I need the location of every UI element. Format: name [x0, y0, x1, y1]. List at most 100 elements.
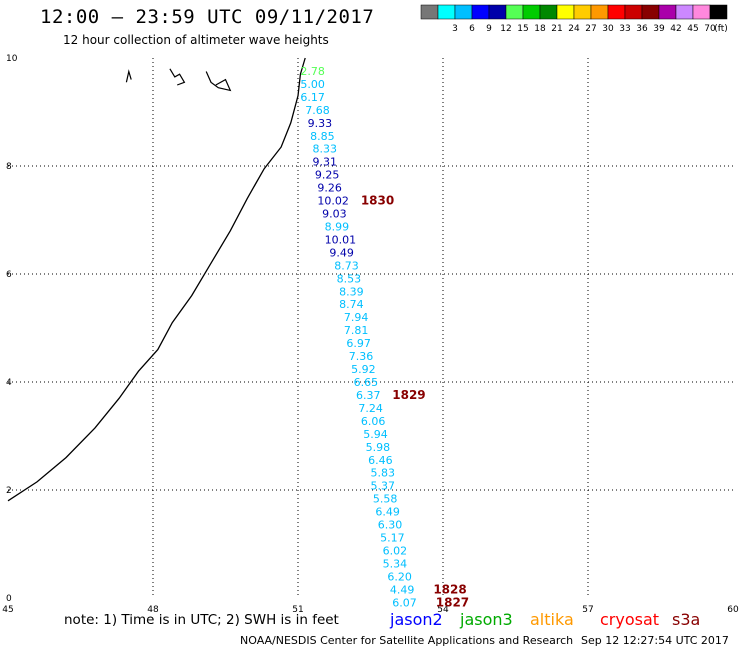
wave-height-label: 6.20 [387, 570, 412, 583]
wave-height-label: 6.02 [383, 544, 408, 557]
lon-tick-label: 48 [147, 605, 159, 615]
legend-label: 6 [469, 24, 475, 34]
wave-height-label: 6.07 [392, 596, 417, 609]
wave-height-label: 7.94 [344, 311, 369, 324]
wave-height-label: 7.81 [344, 324, 369, 337]
legend-label: 12 [500, 24, 511, 34]
legend-swatch [556, 4, 575, 20]
coastline-path [7, 57, 306, 502]
wave-height-label: 9.49 [329, 246, 354, 259]
lon-tick-label: 57 [582, 605, 593, 615]
legend-label: 21 [551, 24, 562, 34]
legend-swatch [675, 4, 694, 20]
lat-tick-label: 6 [6, 270, 12, 280]
wave-height-label: 8.33 [313, 143, 338, 156]
wave-height-label: 5.58 [373, 493, 398, 506]
legend-label: 27 [585, 24, 596, 34]
island-outline [205, 71, 232, 92]
lon-tick-label: 60 [727, 605, 739, 615]
wave-height-label: 5.17 [380, 532, 405, 545]
legend-swatch [471, 4, 490, 20]
legend-swatch [522, 4, 541, 20]
wave-height-label: 5.00 [300, 78, 325, 91]
wave-height-label: 4.49 [390, 583, 415, 596]
legend-swatch [488, 4, 507, 20]
wave-height-label: 6.17 [300, 91, 325, 104]
legend-label: 42 [670, 24, 681, 34]
legend-label: 70 [704, 24, 716, 34]
wave-height-label: 2.78 [300, 65, 325, 78]
lat-tick-label: 0 [6, 594, 12, 604]
legend-label: 24 [568, 24, 580, 34]
legend-swatch [709, 4, 728, 20]
coastline [7, 57, 306, 502]
pass-time-label: 1829 [392, 388, 425, 402]
wave-height-label: 9.25 [315, 169, 340, 182]
legend-swatch [692, 4, 711, 20]
wave-height-label: 6.97 [346, 337, 371, 350]
wave-height-label: 8.99 [325, 220, 350, 233]
credit-text: NOAA/NESDIS Center for Satellite Applica… [240, 634, 574, 647]
wave-height-label: 8.74 [339, 298, 364, 311]
wave-height-label: 5.92 [351, 363, 376, 376]
legend-label: 18 [534, 24, 546, 34]
island-outline [169, 68, 186, 86]
pass-time-label: 1827 [436, 595, 469, 609]
wave-height-label: 9.33 [308, 117, 333, 130]
legend-label: 30 [602, 24, 614, 34]
legend-label: 9 [486, 24, 492, 34]
wave-height-label: 5.37 [371, 480, 396, 493]
legend-swatch [607, 4, 626, 20]
wave-height-label: 5.83 [371, 467, 396, 480]
wave-height-label: 7.36 [349, 350, 374, 363]
legend-label: 45 [687, 24, 698, 34]
wave-height-label: 5.34 [383, 557, 408, 570]
wave-height-label: 8.73 [334, 259, 359, 272]
legend-swatch [454, 4, 473, 20]
wave-height-label: 7.24 [358, 402, 383, 415]
axis-ticks: 45 48 51 54 57 60 0 2 4 6 8 10 [2, 54, 739, 615]
wave-height-label: 8.85 [310, 130, 335, 143]
map-grid [8, 58, 733, 598]
lat-tick-label: 10 [6, 54, 18, 64]
legend-label: 15 [517, 24, 528, 34]
legend-swatch [641, 4, 660, 20]
lat-tick-label: 2 [6, 486, 12, 496]
wave-height-label: 6.65 [354, 376, 379, 389]
wave-height-label: 9.03 [322, 208, 347, 221]
wave-observations: 2.785.006.177.689.338.858.339.319.259.26… [300, 65, 416, 609]
wave-height-label: 8.39 [339, 285, 364, 298]
legend-unit: (ft) [714, 24, 728, 34]
wave-height-label: 9.26 [317, 182, 342, 195]
footer-note: note: 1) Time is in UTC; 2) SWH is in fe… [64, 612, 339, 628]
legend-swatch [658, 4, 677, 20]
wave-height-label: 5.98 [366, 441, 391, 454]
lon-tick-label: 51 [292, 605, 303, 615]
legend-swatch [590, 4, 609, 20]
satellite-jason2: jason2 [390, 610, 443, 629]
wave-height-label: 5.94 [363, 428, 388, 441]
legend-label: 3 [452, 24, 458, 34]
legend-label: 36 [636, 24, 648, 34]
wave-height-label: 10.02 [317, 195, 349, 208]
wave-height-label: 8.53 [337, 272, 362, 285]
wave-height-label: 10.01 [325, 233, 357, 246]
wave-height-label: 9.31 [313, 156, 338, 169]
generated-timestamp: Sep 12 12:27:54 UTC 2017 [581, 634, 729, 647]
page-subtitle: 12 hour collection of altimeter wave hei… [63, 33, 329, 47]
legend-label: 33 [619, 24, 630, 34]
wave-height-label: 6.30 [378, 519, 403, 532]
pass-time-label: 1828 [433, 582, 466, 596]
lat-tick-label: 8 [6, 162, 12, 172]
satellite-altika: altika [530, 610, 574, 629]
pass-time-label: 1830 [361, 194, 394, 208]
legend-swatch [420, 4, 439, 20]
legend-swatch [437, 4, 456, 20]
satellite-jason3: jason3 [460, 610, 513, 629]
wave-height-label: 6.06 [361, 415, 386, 428]
color-legend: 3 6 9 12 15 18 21 24 27 30 33 36 39 42 45 70(ft) [420, 4, 728, 34]
page-title: 12:00 — 23:59 UTC 09/11/2017 [40, 6, 375, 28]
